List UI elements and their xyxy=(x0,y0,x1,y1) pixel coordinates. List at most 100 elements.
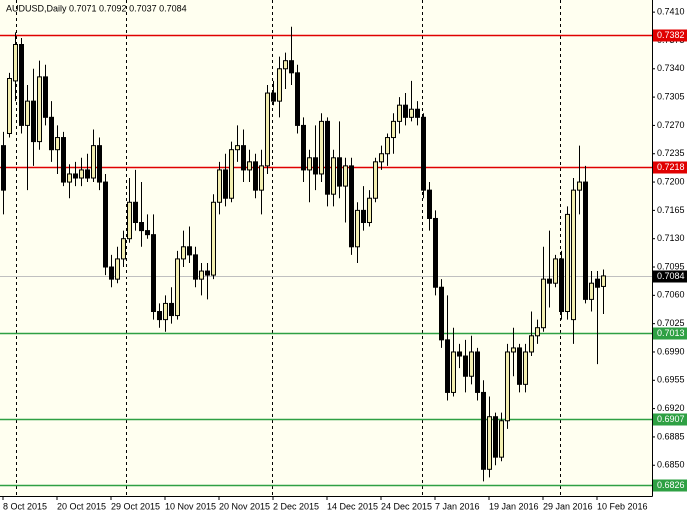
candle-body xyxy=(397,104,402,122)
candle-body xyxy=(325,120,330,195)
level-label-box xyxy=(653,413,687,426)
candle-body xyxy=(7,77,12,135)
level-label: 0.6826 xyxy=(657,480,685,490)
y-tick-label: 0.7235 xyxy=(657,148,685,158)
candle-body xyxy=(157,311,162,321)
candle-body xyxy=(37,76,42,143)
candle-body xyxy=(469,351,474,377)
candle-body xyxy=(319,120,324,175)
x-tick-label: 24 Dec 2015 xyxy=(381,501,432,511)
candle-body xyxy=(439,286,444,341)
y-tick-label: 0.6850 xyxy=(657,460,685,470)
candle-body xyxy=(349,165,354,248)
candle-body xyxy=(595,278,600,288)
candle-body xyxy=(337,157,342,187)
axis-labels: 0.74100.73750.73400.73050.72700.72350.72… xyxy=(2,7,687,511)
candle-body xyxy=(367,197,372,224)
candle-body xyxy=(565,213,570,313)
x-tick-label: 19 Jan 2016 xyxy=(489,501,539,511)
candle-body xyxy=(91,145,96,179)
candle-body xyxy=(535,327,540,337)
candle-body xyxy=(553,258,558,284)
candle-body xyxy=(583,181,588,300)
chart-title: AUDUSD,Daily 0.7071 0.7092 0.7037 0.7084 xyxy=(6,3,187,13)
candle-body xyxy=(151,234,156,313)
x-tick-label: 29 Jan 2016 xyxy=(543,501,593,511)
y-tick-label: 0.6885 xyxy=(657,431,685,441)
candle-body xyxy=(481,391,486,470)
x-tick-label: 10 Nov 2015 xyxy=(165,501,216,511)
candle-body xyxy=(73,173,78,179)
level-label: 0.7382 xyxy=(657,30,685,40)
plot-area xyxy=(0,0,652,496)
candle-body xyxy=(361,209,366,224)
candle-body xyxy=(301,124,306,171)
candle-body xyxy=(67,173,72,183)
level-label-box xyxy=(653,479,687,492)
candle-body xyxy=(415,108,420,118)
candle-body xyxy=(193,254,198,280)
candle-body xyxy=(229,149,234,199)
candle-body xyxy=(289,60,294,74)
candle-body xyxy=(19,44,24,126)
candle-body xyxy=(145,230,150,236)
candle-body xyxy=(259,165,264,191)
candle-body xyxy=(265,92,270,167)
candle-body xyxy=(547,278,552,284)
candle-body xyxy=(385,137,390,155)
candle-body xyxy=(43,76,48,118)
candle-body xyxy=(127,201,132,240)
candle-body xyxy=(457,351,462,357)
y-tick-label: 0.7060 xyxy=(657,290,685,300)
candle-body xyxy=(271,92,276,102)
candle-body xyxy=(343,165,348,187)
candle-body xyxy=(133,201,138,224)
candle-body xyxy=(139,222,144,232)
level-label-box xyxy=(653,327,687,340)
candle-body xyxy=(211,201,216,276)
candle-body xyxy=(571,189,576,321)
y-tick-label: 0.7270 xyxy=(657,120,685,130)
candle-body xyxy=(391,120,396,139)
candle-body xyxy=(355,209,360,248)
candle-body xyxy=(13,44,18,82)
y-tick-label: 0.6955 xyxy=(657,375,685,385)
candle-body xyxy=(427,189,432,219)
x-tick-label: 14 Dec 2015 xyxy=(327,501,378,511)
y-tick-label: 0.6920 xyxy=(657,403,685,413)
candle-body xyxy=(223,169,228,199)
candle-body xyxy=(187,246,192,256)
candle-body xyxy=(253,161,258,191)
candle-body xyxy=(295,72,300,126)
candle-body xyxy=(463,355,468,377)
y-tick-label: 0.7130 xyxy=(657,233,685,243)
candle-body xyxy=(577,181,582,191)
candle-body xyxy=(217,169,222,203)
candle-body xyxy=(241,145,246,171)
candle-body xyxy=(517,347,522,385)
candle-body xyxy=(205,270,210,276)
level-label-box xyxy=(653,270,687,283)
candle-body xyxy=(403,104,408,118)
candle-body xyxy=(421,116,426,191)
candle-body xyxy=(373,161,378,199)
candle-body xyxy=(181,246,186,260)
candle-body xyxy=(307,157,312,171)
candle-body xyxy=(175,258,180,317)
candle-body xyxy=(409,108,414,118)
candle-body xyxy=(283,60,288,70)
candle-body xyxy=(235,145,240,151)
candle-body xyxy=(313,157,318,175)
candle-body xyxy=(589,282,594,300)
candle-body xyxy=(475,351,480,393)
level-label: 0.6907 xyxy=(657,414,685,424)
candle-body xyxy=(103,181,108,268)
candle-body xyxy=(523,351,528,385)
candle-body xyxy=(277,68,282,102)
y-tick-label: 0.7095 xyxy=(657,261,685,271)
candle-body xyxy=(529,335,534,353)
candle-body xyxy=(601,275,606,287)
y-tick-label: 0.7410 xyxy=(657,7,685,17)
candle-body xyxy=(121,238,126,260)
x-tick-label: 7 Jan 2016 xyxy=(435,501,480,511)
